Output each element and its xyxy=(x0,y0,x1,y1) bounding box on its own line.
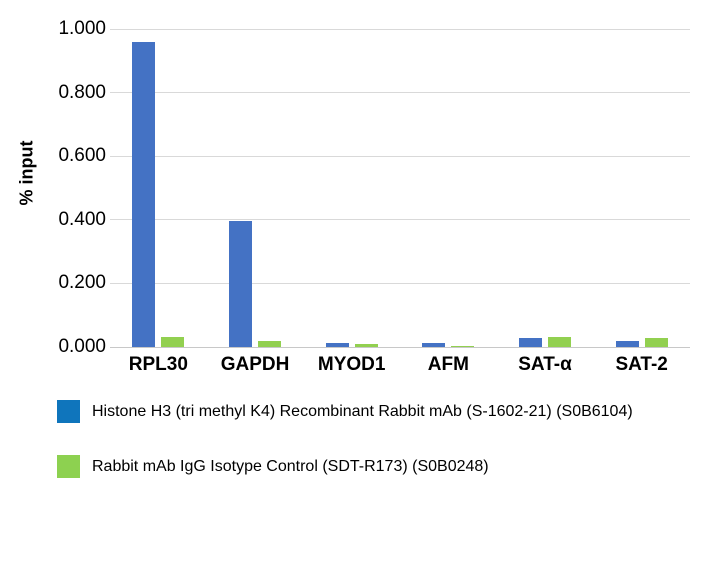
bar-series1-AFM xyxy=(422,343,445,347)
bar-series2-MYOD1 xyxy=(355,344,378,347)
legend-swatch-icon xyxy=(57,455,80,478)
y-tick-label: 0.400 xyxy=(58,208,106,230)
legend-label: Rabbit mAb IgG Isotype Control (SDT-R173… xyxy=(92,458,489,475)
legend-swatch-icon xyxy=(57,400,80,423)
legend-item: Rabbit mAb IgG Isotype Control (SDT-R173… xyxy=(57,455,489,478)
legend-item: Histone H3 (tri methyl K4) Recombinant R… xyxy=(57,400,633,423)
bar-series1-SAT-2 xyxy=(616,341,639,347)
x-category-label-GAPDH: GAPDH xyxy=(220,354,290,375)
bar-series1-MYOD1 xyxy=(326,343,349,347)
y-tick-label: 0.000 xyxy=(58,336,106,357)
bar-series2-RPL30 xyxy=(161,337,184,347)
x-category-label-SAT-α: SAT-α xyxy=(518,354,572,375)
gridline xyxy=(110,282,690,284)
y-tick-label: 0.200 xyxy=(58,272,106,294)
x-category-label-AFM: AFM xyxy=(427,354,469,375)
gridline xyxy=(110,219,690,221)
bar-series2-GAPDH xyxy=(258,341,281,347)
bar-series1-GAPDH xyxy=(229,221,252,347)
x-category-label-SAT-2: SAT-2 xyxy=(615,354,668,375)
plot-area xyxy=(110,28,690,348)
y-tick-label: 1.000 xyxy=(58,18,106,39)
gridline xyxy=(110,92,690,94)
bar-series2-AFM xyxy=(451,346,474,347)
bar-series2-SAT-2 xyxy=(645,338,668,347)
x-axis-line xyxy=(110,346,690,348)
x-category-label-MYOD1: MYOD1 xyxy=(317,354,386,375)
legend-label: Histone H3 (tri methyl K4) Recombinant R… xyxy=(92,403,633,420)
gridline xyxy=(110,28,690,30)
bar-series1-RPL30 xyxy=(132,42,155,347)
bar-series1-SAT-α xyxy=(519,338,542,347)
y-tick-label: 0.800 xyxy=(58,81,106,103)
bar-series2-SAT-α xyxy=(548,337,571,347)
y-tick-label: 0.600 xyxy=(58,145,106,167)
x-category-label-RPL30: RPL30 xyxy=(128,354,188,375)
gridline xyxy=(110,155,690,157)
